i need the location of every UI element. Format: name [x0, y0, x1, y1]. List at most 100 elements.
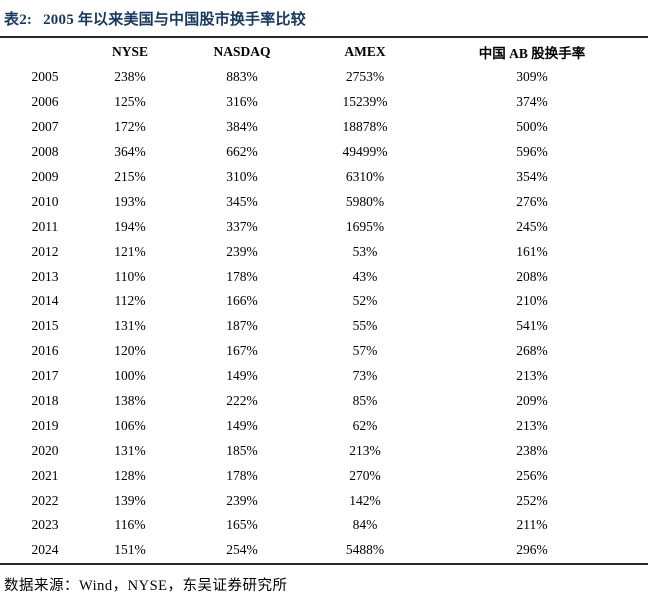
table-body: 2005 238% 883% 2753% 309% 2006 125% 316% 15239% 3… [0, 65, 648, 564]
table-row: 2024 151% 254% 5488% 296% [0, 538, 648, 564]
table-row: 2011 194% 337% 1695% 245% [0, 214, 648, 239]
table-row: 2016 120% 167% 57% 268% [0, 339, 648, 364]
value-cell: 296% [516, 542, 548, 558]
value-cell: 5980% [345, 193, 385, 209]
table-row: 2019 106% 149% 62% 213% [0, 413, 648, 438]
year-cell: 2017 [31, 368, 59, 384]
source-note: 数据来源： Wind，NYSE，东吴证券研究所 [0, 565, 648, 595]
value-cell: 208% [516, 268, 548, 284]
year-cell: 2007 [31, 119, 59, 135]
value-cell: 210% [516, 293, 548, 309]
value-cell: 142% [349, 492, 381, 508]
value-cell: 500% [516, 119, 548, 135]
table-row: 2021 128% 178% 270% 256% [0, 463, 648, 488]
value-cell: 165% [226, 517, 258, 533]
table-row: 2009 215% 310% 6310% 354% [0, 165, 648, 190]
table-number-label: 表2: [4, 12, 33, 28]
value-cell: 245% [516, 218, 548, 234]
table-row: 2018 138% 222% 85% 209% [0, 389, 648, 414]
value-cell: 213% [349, 442, 381, 458]
value-cell: 128% [114, 467, 146, 483]
value-cell: 310% [226, 169, 258, 184]
value-cell: 374% [516, 94, 548, 110]
source-text: Wind，NYSE，东吴证券研究所 [79, 577, 288, 594]
value-cell: 178% [226, 268, 258, 284]
value-cell: 541% [516, 318, 548, 334]
table-row: 2010 193% 345% 5980% 276% [0, 189, 648, 214]
value-cell: 138% [114, 393, 146, 409]
value-cell: 166% [226, 293, 258, 309]
table-row: 2020 131% 185% 213% 238% [0, 438, 648, 463]
value-cell: 270% [349, 467, 381, 483]
table-row: 2008 364% 662% 49499% 596% [0, 140, 648, 165]
value-cell: 254% [226, 542, 258, 558]
value-cell: 239% [226, 243, 258, 259]
value-cell: 52% [352, 293, 378, 309]
value-cell: 149% [226, 417, 258, 433]
value-cell: 194% [114, 218, 146, 234]
value-cell: 662% [226, 144, 258, 160]
table-title: 表2: 2005 年以来美国与中国股市换手率比较 [0, 5, 648, 38]
year-cell: 2018 [31, 393, 59, 409]
value-cell: 2753% [345, 69, 385, 85]
value-cell: 215% [114, 169, 146, 184]
value-cell: 268% [516, 343, 548, 359]
value-cell: 354% [516, 169, 548, 184]
table-row: 2006 125% 316% 15239% 374% [0, 90, 648, 115]
table-row: 2022 139% 239% 142% 252% [0, 488, 648, 513]
year-cell: 2009 [31, 169, 59, 184]
value-cell: 55% [352, 318, 378, 334]
value-cell: 252% [516, 492, 548, 508]
value-cell: 596% [516, 144, 548, 160]
table-row: 2007 172% 384% 18878% 500% [0, 115, 648, 140]
value-cell: 238% [516, 442, 548, 458]
value-cell: 84% [352, 517, 378, 533]
value-cell: 106% [114, 417, 146, 433]
year-cell: 2013 [31, 268, 59, 284]
value-cell: 121% [114, 243, 146, 259]
column-header-year [0, 38, 90, 65]
year-cell: 2021 [31, 467, 59, 483]
value-cell: 6310% [345, 169, 385, 184]
value-cell: 62% [352, 417, 378, 433]
turnover-table: NYSE NASDAQ AMEX 中国 AB 股换手率 2005 238% 883%… [0, 38, 648, 565]
value-cell: 364% [114, 144, 146, 160]
year-cell: 2023 [31, 517, 59, 533]
value-cell: 49499% [342, 144, 388, 160]
year-cell: 2011 [31, 218, 59, 234]
value-cell: 209% [516, 393, 548, 409]
year-cell: 2022 [31, 492, 59, 508]
value-cell: 110% [114, 268, 146, 284]
year-cell: 2010 [31, 193, 59, 209]
value-cell: 213% [516, 417, 548, 433]
value-cell: 316% [226, 94, 258, 110]
value-cell: 256% [516, 467, 548, 483]
year-cell: 2014 [31, 293, 59, 309]
value-cell: 5488% [345, 542, 385, 558]
header-row: NYSE NASDAQ AMEX 中国 AB 股换手率 [0, 38, 648, 65]
value-cell: 384% [226, 119, 258, 135]
table-title-text: 2005 年以来美国与中国股市换手率比较 [43, 12, 306, 28]
value-cell: 178% [226, 467, 258, 483]
value-cell: 883% [226, 69, 258, 85]
value-cell: 1695% [345, 218, 385, 234]
value-cell: 116% [114, 517, 146, 533]
column-header-nyse: NYSE [111, 43, 148, 59]
value-cell: 43% [352, 268, 378, 284]
value-cell: 172% [114, 119, 146, 135]
year-cell: 2006 [31, 94, 59, 110]
year-cell: 2005 [31, 69, 59, 85]
value-cell: 167% [226, 343, 258, 359]
value-cell: 187% [226, 318, 258, 334]
value-cell: 337% [226, 218, 258, 234]
value-cell: 112% [114, 293, 146, 309]
table-row: 2015 131% 187% 55% 541% [0, 314, 648, 339]
value-cell: 53% [352, 243, 378, 259]
year-cell: 2008 [31, 144, 59, 160]
table-row: 2005 238% 883% 2753% 309% [0, 65, 648, 90]
table-row: 2013 110% 178% 43% 208% [0, 264, 648, 289]
value-cell: 131% [114, 442, 146, 458]
value-cell: 125% [114, 94, 146, 110]
table-row: 2012 121% 239% 53% 161% [0, 239, 648, 264]
